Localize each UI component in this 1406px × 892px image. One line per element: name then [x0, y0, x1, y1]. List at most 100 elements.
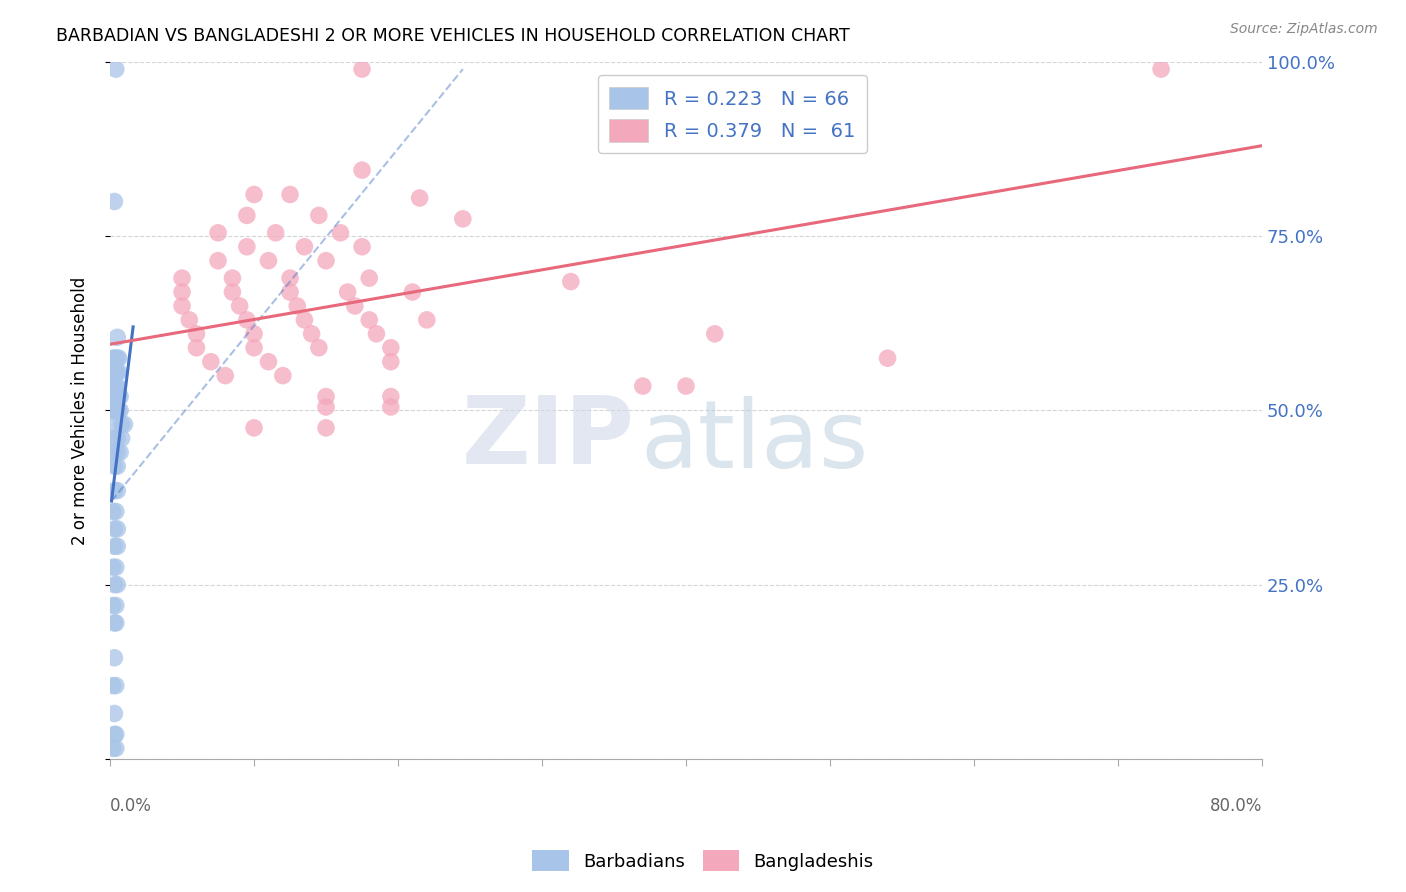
Point [207, 253, 229, 268]
Point [380, 341, 402, 355]
Point [315, 390, 337, 404]
Point [103, 365, 125, 379]
Point [264, 226, 287, 240]
Point [103, 727, 125, 741]
Point [103, 483, 125, 498]
Point [359, 313, 381, 327]
Point [366, 326, 388, 341]
Point [257, 354, 280, 368]
Point [560, 275, 582, 289]
Point [103, 194, 125, 209]
Point [214, 368, 236, 383]
Point [101, 504, 124, 518]
Text: atlas: atlas [640, 396, 868, 488]
Legend: R = 0.223   N = 66, R = 0.379   N =  61: R = 0.223 N = 66, R = 0.379 N = 61 [598, 75, 868, 153]
Point [278, 271, 301, 285]
Point [257, 253, 280, 268]
Point [101, 390, 124, 404]
Point [315, 400, 337, 414]
Point [170, 285, 193, 299]
Point [103, 706, 125, 721]
Point [104, 560, 127, 574]
Point [285, 299, 308, 313]
Text: 80.0%: 80.0% [1209, 797, 1263, 815]
Point [315, 421, 337, 435]
Point [105, 539, 128, 553]
Point [343, 299, 366, 313]
Text: BARBADIAN VS BANGLADESHI 2 OR MORE VEHICLES IN HOUSEHOLD CORRELATION CHART: BARBADIAN VS BANGLADESHI 2 OR MORE VEHIC… [56, 27, 851, 45]
Point [408, 191, 430, 205]
Point [380, 354, 402, 368]
Point [105, 522, 128, 536]
Point [110, 431, 132, 445]
Point [221, 285, 243, 299]
Text: Source: ZipAtlas.com: Source: ZipAtlas.com [1230, 22, 1378, 37]
Point [103, 539, 125, 553]
Point [110, 417, 132, 432]
Point [101, 379, 124, 393]
Point [228, 299, 250, 313]
Point [101, 351, 124, 366]
Point [278, 187, 301, 202]
Point [243, 421, 266, 435]
Point [107, 365, 129, 379]
Point [103, 577, 125, 591]
Point [236, 208, 259, 222]
Point [107, 351, 129, 366]
Point [103, 403, 125, 417]
Text: ZIP: ZIP [461, 392, 634, 484]
Point [105, 445, 128, 459]
Point [236, 313, 259, 327]
Point [200, 354, 222, 368]
Point [243, 187, 266, 202]
Point [103, 390, 125, 404]
Point [416, 313, 439, 327]
Point [104, 679, 127, 693]
Point [104, 62, 127, 76]
Point [336, 285, 359, 299]
Point [108, 445, 131, 459]
Point [308, 341, 330, 355]
Point [105, 483, 128, 498]
Point [675, 379, 697, 393]
Point [380, 390, 402, 404]
Point [100, 403, 122, 417]
Point [315, 253, 337, 268]
Point [100, 390, 122, 404]
Point [350, 163, 373, 178]
Point [101, 679, 124, 693]
Point [451, 211, 474, 226]
Point [380, 400, 402, 414]
Point [105, 351, 128, 366]
Point [101, 560, 124, 574]
Point [308, 208, 330, 222]
Point [221, 271, 243, 285]
Point [207, 226, 229, 240]
Y-axis label: 2 or more Vehicles in Household: 2 or more Vehicles in Household [72, 277, 89, 545]
Point [104, 599, 127, 613]
Legend: Barbadians, Bangladeshis: Barbadians, Bangladeshis [526, 843, 880, 879]
Text: 0.0%: 0.0% [110, 797, 152, 815]
Point [703, 326, 725, 341]
Point [105, 403, 128, 417]
Point [105, 431, 128, 445]
Point [108, 390, 131, 404]
Point [243, 326, 266, 341]
Point [301, 326, 323, 341]
Point [104, 365, 127, 379]
Point [103, 522, 125, 536]
Point [294, 240, 316, 254]
Point [107, 403, 129, 417]
Point [186, 326, 208, 341]
Point [104, 741, 127, 756]
Point [105, 330, 128, 344]
Point [104, 351, 127, 366]
Point [179, 313, 201, 327]
Point [105, 459, 128, 474]
Point [103, 417, 125, 432]
Point [186, 341, 208, 355]
Point [107, 390, 129, 404]
Point [101, 403, 124, 417]
Point [104, 403, 127, 417]
Point [350, 62, 373, 76]
